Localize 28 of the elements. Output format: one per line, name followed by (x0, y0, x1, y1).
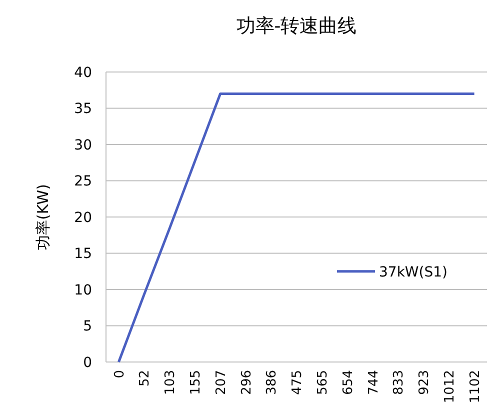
x-tick-label: 386 (264, 370, 280, 395)
chart-title: 功率-转速曲线 (236, 15, 357, 37)
y-tick-label: 20 (74, 210, 92, 226)
x-tick-label: 654 (340, 370, 356, 395)
y-tick-label: 0 (83, 354, 92, 371)
x-tick-label: 207 (214, 370, 229, 395)
x-tick-label: 155 (188, 370, 204, 395)
x-tick-label: 103 (163, 370, 178, 395)
legend-label: 37kW(S1) (379, 264, 448, 280)
y-tick-label: 30 (74, 137, 92, 154)
x-tick-label: 744 (366, 370, 382, 395)
x-tick-label: 1012 (442, 370, 458, 404)
x-tick-label: 565 (315, 370, 330, 395)
y-tick-label: 35 (74, 101, 92, 118)
y-tick-label: 10 (74, 282, 92, 298)
x-tick-label: 1102 (468, 370, 483, 404)
y-tick-label: 15 (74, 246, 92, 262)
y-tick-label: 25 (74, 174, 92, 190)
x-tick-label: 923 (417, 370, 432, 395)
y-tick-label: 40 (74, 64, 92, 81)
line-series (117, 92, 476, 364)
x-tick-label: 52 (138, 370, 153, 387)
y-axis-title: 功率(KW) (34, 184, 52, 250)
y-tick-label: 5 (83, 318, 92, 335)
x-tick-label: 475 (290, 370, 306, 395)
x-tick-label: 833 (392, 370, 407, 395)
x-tick-label: 0 (112, 370, 128, 378)
x-tick-label: 296 (239, 370, 254, 395)
